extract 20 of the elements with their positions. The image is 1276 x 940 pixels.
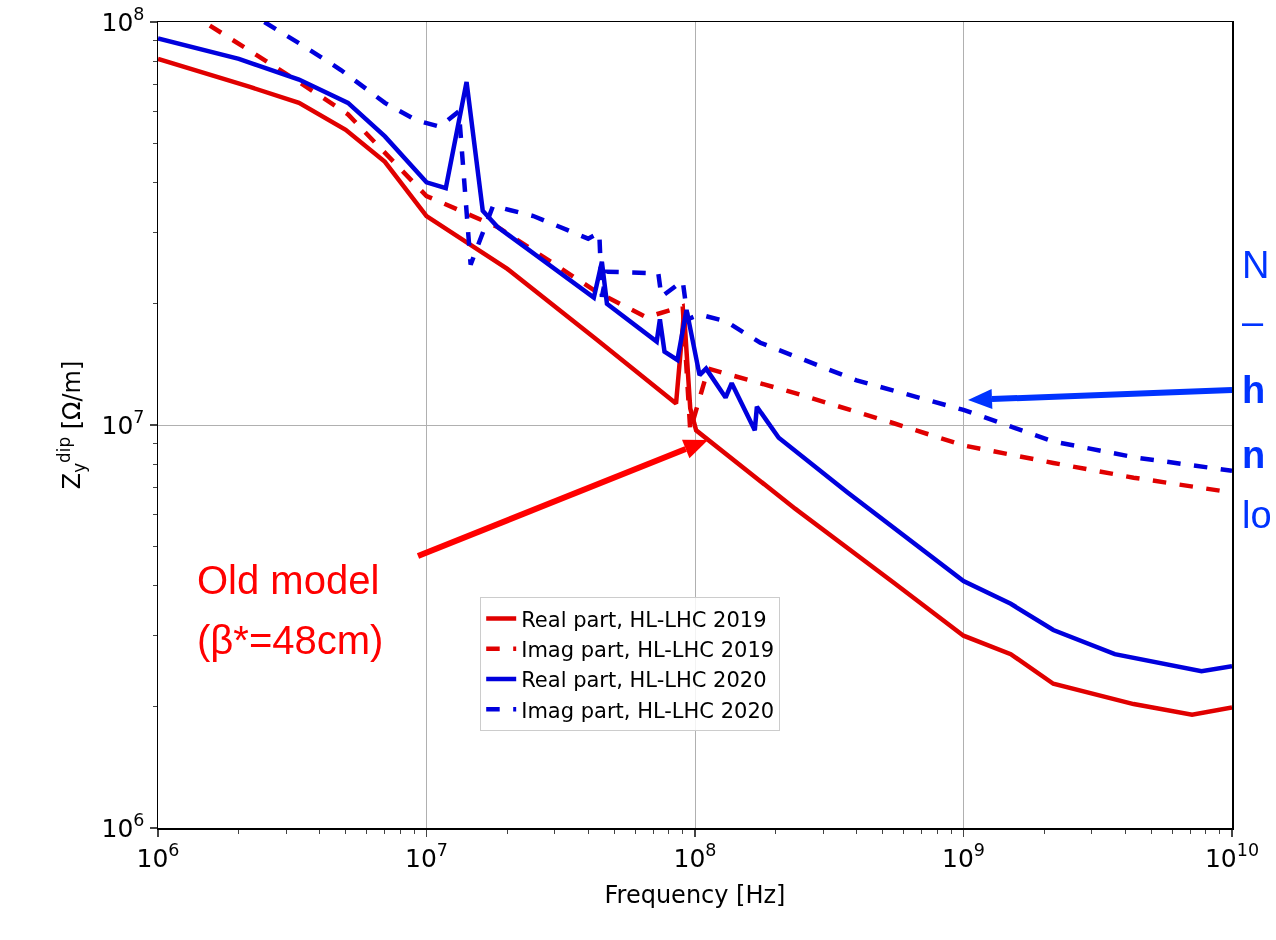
text: – <box>1242 301 1264 343</box>
text: n <box>1242 434 1266 476</box>
x-tick-label: 10$^{10}$ <box>1204 840 1260 873</box>
annotation: (β*=48cm) <box>197 618 384 662</box>
annotation: Old model <box>197 558 380 602</box>
x-tick-label: 10$^{9}$ <box>942 840 985 873</box>
text: lo <box>1242 494 1272 536</box>
y-tick-label: 10$^{6}$ <box>101 810 145 843</box>
legend-label: Imag part, HL-LHC 2019 <box>521 637 775 662</box>
legend-label: Real part, HL-LHC 2020 <box>521 668 767 693</box>
text: N <box>1242 244 1270 286</box>
legend-label: Real part, HL-LHC 2019 <box>521 607 767 632</box>
text: h <box>1242 369 1266 411</box>
x-tick-label: 10$^{7}$ <box>405 840 448 873</box>
x-tick-label: 10$^{6}$ <box>136 840 180 873</box>
x-tick-label: 10$^{8}$ <box>673 840 717 873</box>
x-axis-title: Frequency [Hz] <box>604 880 786 909</box>
y-tick-label: 10$^{7}$ <box>101 407 145 440</box>
y-tick-label: 10$^{8}$ <box>101 4 145 37</box>
legend-label: Imag part, HL-LHC 2020 <box>521 698 775 723</box>
